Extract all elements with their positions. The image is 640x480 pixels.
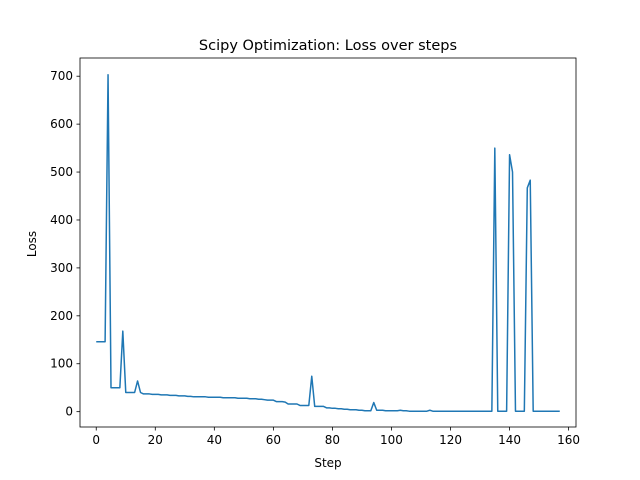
loss-series-line [96,74,560,412]
y-tick-label: 300 [50,261,73,275]
y-tick-label: 400 [50,213,73,227]
axes-frame [79,57,577,428]
x-tick-label: 120 [439,433,462,447]
x-tick-label: 140 [498,433,521,447]
plot-area: 0 20 40 60 80 100 120 140 160 0 100 200 300 400 500 600… [50,57,580,447]
x-tick-label: 0 [92,433,100,447]
x-tick-label: 20 [148,433,163,447]
x-tick-label: 40 [207,433,222,447]
y-tick-label: 500 [50,165,73,179]
x-tick-label: 160 [557,433,580,447]
x-tick-label: 80 [325,433,340,447]
y-tick-label: 600 [50,117,73,131]
y-axis-title: Loss [25,231,39,257]
y-tick-label: 200 [50,309,73,323]
chart-title: Scipy Optimization: Loss over steps [199,38,457,54]
y-tick-label: 100 [50,357,73,371]
y-tick-label: 700 [50,69,73,83]
x-tick-label: 60 [266,433,281,447]
y-tick-label: 0 [65,405,73,419]
x-axis-title: Step [314,456,341,470]
x-tick-label: 100 [380,433,403,447]
